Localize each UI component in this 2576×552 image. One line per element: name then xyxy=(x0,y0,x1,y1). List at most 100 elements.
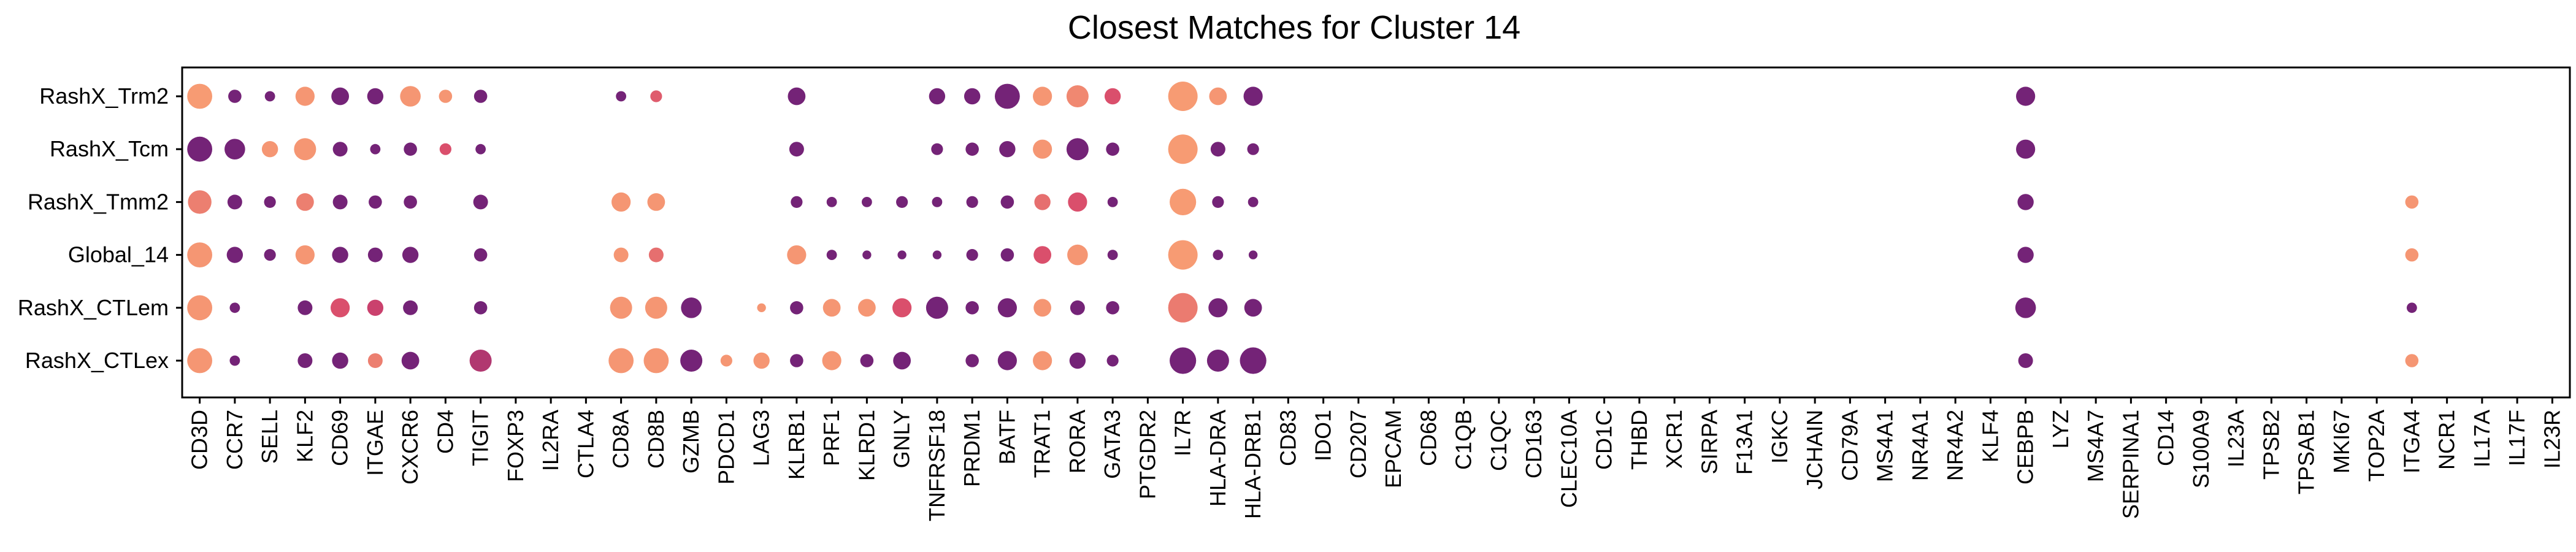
x-tick-label: CD69 xyxy=(328,410,353,466)
x-tick-label: RORA xyxy=(1065,410,1090,473)
dot-RashX_Tmm2-GATA3 xyxy=(1107,197,1118,207)
chart-title: Closest Matches for Cluster 14 xyxy=(1068,9,1520,46)
x-tick-label: TNFRSF18 xyxy=(924,410,949,521)
dot-RashX_CTLem-LAG3 xyxy=(757,303,766,312)
dot-RashX_Tmm2-TIGIT xyxy=(473,194,488,210)
x-tick-label: XCR1 xyxy=(1662,410,1687,469)
dot-RashX_Tcm-SELL xyxy=(261,141,278,158)
x-tick-label: CD8B xyxy=(643,410,669,469)
dot-RashX_Tcm-KLRB1 xyxy=(789,142,804,157)
dot-RashX_Trm2-IL7R xyxy=(1168,82,1198,111)
x-tick-label: IL23A xyxy=(2223,410,2248,467)
x-tick-label: CTLA4 xyxy=(573,410,598,478)
dot-RashX_CTLem-CD3D xyxy=(187,295,213,321)
dot-RashX_CTLex-TIGIT xyxy=(469,350,492,372)
dot-RashX_Tmm2-PRF1 xyxy=(826,197,837,207)
dot-RashX_Tmm2-PRDM1 xyxy=(966,196,978,208)
dot-Global_14-TRAT1 xyxy=(1033,246,1052,264)
dot-RashX_Trm2-CD8A xyxy=(616,91,627,102)
dot-RashX_CTLem-HLA-DRB1 xyxy=(1244,299,1262,317)
dot-RashX_CTLex-LAG3 xyxy=(753,352,770,369)
x-tick-label: IGKC xyxy=(1767,410,1792,464)
x-tick-label: CD14 xyxy=(2153,410,2179,466)
dot-RashX_Tmm2-RORA xyxy=(1068,192,1087,212)
dot-RashX_CTLem-CD8A xyxy=(610,296,632,319)
x-tick-label: CD8A xyxy=(608,410,634,469)
dot-RashX_Trm2-TRAT1 xyxy=(1033,86,1052,106)
dot-RashX_Trm2-SELL xyxy=(264,91,275,102)
x-tick-label: CD207 xyxy=(1346,410,1371,478)
x-tick-label: CD3D xyxy=(187,410,212,470)
dot-RashX_CTLex-GZMB xyxy=(680,350,703,372)
x-tick-label: FOXP3 xyxy=(503,410,528,482)
dot-RashX_Trm2-TIGIT xyxy=(473,90,488,103)
x-tick-label: TPSAB1 xyxy=(2294,410,2319,494)
dot-RashX_Tmm2-KLRB1 xyxy=(791,196,803,208)
x-tick-label: ITGAE xyxy=(362,410,388,476)
dot-RashX_Trm2-CD8B xyxy=(650,90,662,102)
dot-RashX_CTLex-BATF xyxy=(997,351,1017,370)
x-tick-label: NR4A1 xyxy=(1907,410,1933,481)
y-axis: RashX_Trm2 RashX_Tcm RashX_Tmm2 Global_14 Ra… xyxy=(18,83,182,373)
dot-RashX_CTLem-TIGIT xyxy=(473,301,488,315)
dot-RashX_CTLex-CXCR6 xyxy=(401,351,420,370)
x-tick-label: NCR1 xyxy=(2434,410,2459,470)
x-tick-label: TIGIT xyxy=(468,410,493,466)
dot-RashX_CTLem-RORA xyxy=(1070,300,1085,315)
x-tick-label: HLA-DRA xyxy=(1205,410,1230,507)
dot-RashX_Tmm2-IL7R xyxy=(1170,188,1197,215)
x-tick-label: GNLY xyxy=(889,410,914,468)
dot-RashX_CTLem-CD69 xyxy=(331,298,350,318)
dot-RashX_Tmm2-SELL xyxy=(264,196,276,208)
x-tick-label: MS4A7 xyxy=(2083,410,2108,482)
x-tick-label: KLF4 xyxy=(1977,410,2003,462)
x-axis: CD3D CCR7 SELL KLF2 CD69 ITGAE CXCR6 CD4 TIGIT FO… xyxy=(187,397,2564,521)
dot-RashX_CTLem-PRF1 xyxy=(822,299,841,317)
dot-RashX_CTLem-CCR7 xyxy=(229,302,240,313)
dot-RashX_CTLex-GATA3 xyxy=(1106,355,1119,367)
x-tick-label: TRAT1 xyxy=(1030,410,1055,478)
dot-Global_14-RORA xyxy=(1067,244,1088,266)
dot-RashX_Tcm-ITGAE xyxy=(370,144,381,155)
x-tick-label: GATA3 xyxy=(1100,410,1125,479)
dot-RashX_CTLex-CD8B xyxy=(643,348,669,374)
y-tick-label: RashX_Tmm2 xyxy=(28,189,169,214)
dot-RashX_Trm2-GATA3 xyxy=(1104,88,1121,105)
dot-Global_14-IL7R xyxy=(1168,240,1198,270)
x-tick-label: JCHAIN xyxy=(1802,410,1827,489)
dot-Global_14-HLA-DRA xyxy=(1213,250,1224,260)
plot-frame xyxy=(181,66,2571,399)
x-tick-label: NR4A2 xyxy=(1942,410,1968,481)
dot-RashX_CTLem-HLA-DRA xyxy=(1208,298,1228,318)
dot-Global_14-PRF1 xyxy=(826,250,837,260)
x-tick-label: CXCR6 xyxy=(397,410,423,485)
dot-RashX_CTLem-ITGA4 xyxy=(2406,302,2417,313)
dot-RashX_Tcm-CD3D xyxy=(187,136,213,162)
dot-RashX_Tmm2-CD8B xyxy=(647,193,665,211)
dot-RashX_Tcm-TRAT1 xyxy=(1033,139,1052,159)
x-tick-label: SELL xyxy=(257,410,282,464)
dot-RashX_Tmm2-HLA-DRB1 xyxy=(1248,197,1259,207)
dot-RashX_Trm2-CD3D xyxy=(187,83,213,109)
x-tick-label: IL17A xyxy=(2469,410,2494,467)
y-tick-label: RashX_CTLex xyxy=(25,348,169,373)
dot-RashX_Tcm-TIGIT xyxy=(475,144,486,155)
dot-RashX_Trm2-HLA-DRA xyxy=(1209,87,1227,105)
dot-RashX_Trm2-KLF2 xyxy=(295,86,315,106)
dot-RashX_Tmm2-ITGAE xyxy=(369,195,382,209)
x-tick-label: THBD xyxy=(1627,410,1652,470)
x-tick-label: TOP2A xyxy=(2364,410,2389,481)
dot-RashX_CTLem-CEBPB xyxy=(2015,297,2036,318)
dot-RashX_CTLex-KLF2 xyxy=(297,353,313,368)
dot-RashX_Tmm2-CD8A xyxy=(611,192,631,212)
dot-RashX_CTLex-KLRD1 xyxy=(860,354,874,367)
dot-RashX_CTLex-IL7R xyxy=(1170,347,1197,374)
dot-RashX_Tmm2-CD69 xyxy=(332,194,348,210)
x-tick-label: S100A9 xyxy=(2188,410,2214,488)
x-tick-label: CD79A xyxy=(1837,410,1862,481)
dot-RashX_CTLem-TNFRSF18 xyxy=(926,296,948,319)
x-tick-label: PRDM1 xyxy=(959,410,984,487)
dot-Global_14-ITGAE xyxy=(367,247,383,263)
dot-Global_14-KLF2 xyxy=(295,245,315,265)
